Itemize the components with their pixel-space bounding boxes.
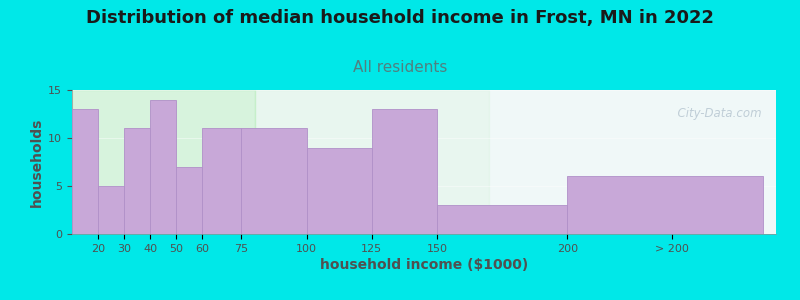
Bar bbox=[254, 90, 489, 234]
X-axis label: household income ($1000): household income ($1000) bbox=[320, 258, 528, 272]
Bar bbox=[98, 186, 124, 234]
Bar bbox=[242, 128, 306, 234]
Bar bbox=[202, 128, 242, 234]
Bar bbox=[306, 148, 372, 234]
Bar bbox=[567, 176, 763, 234]
Bar bbox=[437, 205, 567, 234]
Bar bbox=[372, 109, 437, 234]
Text: Distribution of median household income in Frost, MN in 2022: Distribution of median household income … bbox=[86, 9, 714, 27]
Bar bbox=[124, 128, 150, 234]
Y-axis label: households: households bbox=[30, 117, 44, 207]
Bar bbox=[150, 100, 176, 234]
Bar bbox=[72, 109, 98, 234]
Text: All residents: All residents bbox=[353, 60, 447, 75]
Text: City-Data.com: City-Data.com bbox=[670, 107, 762, 120]
Bar bbox=[176, 167, 202, 234]
Bar bbox=[72, 90, 254, 234]
